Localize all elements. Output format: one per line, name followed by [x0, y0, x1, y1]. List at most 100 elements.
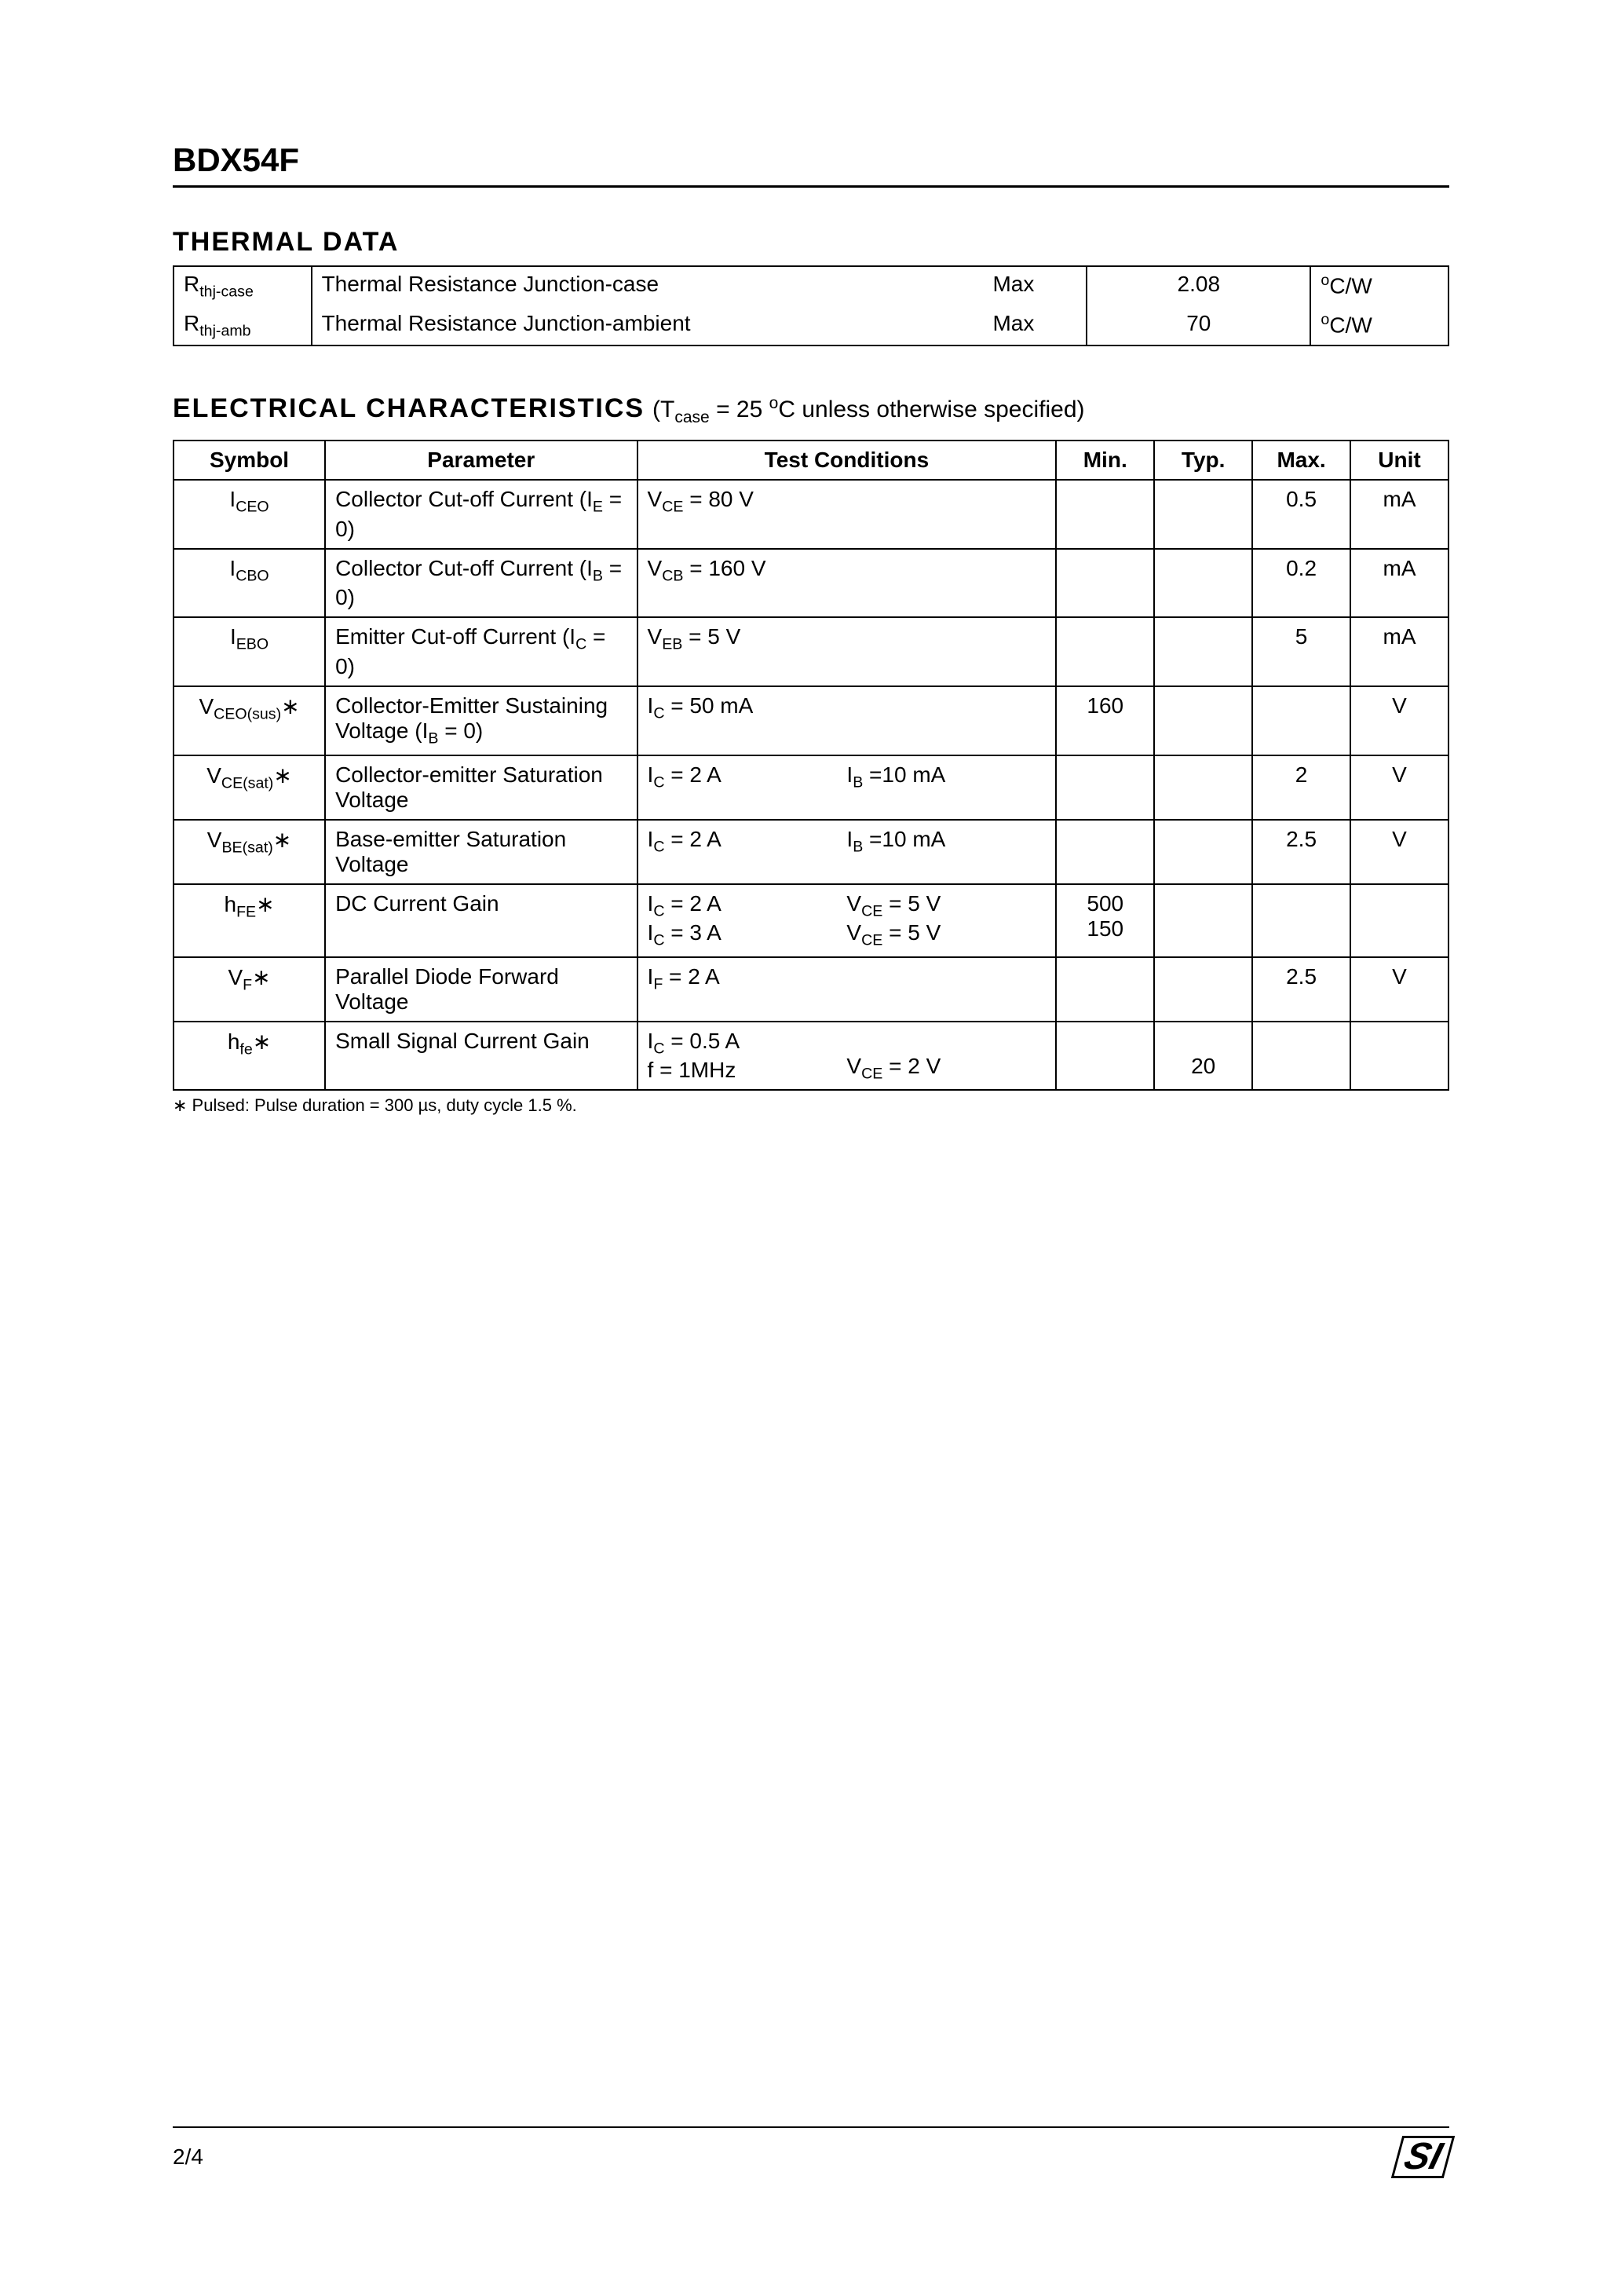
col-typ: Typ.: [1154, 441, 1252, 480]
header-rule: [173, 185, 1449, 188]
col-testcond: Test Conditions: [637, 441, 1057, 480]
table-row: VBE(sat)∗Base-emitter Saturation Voltage…: [174, 820, 1448, 884]
cell-parameter: Small Signal Current Gain: [325, 1022, 637, 1091]
cell-testcond: IC = 2 AIC = 3 AVCE = 5 VVCE = 5 V: [637, 884, 1057, 957]
cell-min: [1056, 755, 1154, 820]
cell-unit: mA: [1350, 549, 1448, 618]
cell-testcond: VCE = 80 V: [637, 480, 1057, 549]
table-row: ICEOCollector Cut-off Current (IE = 0)VC…: [174, 480, 1448, 549]
datasheet-page: BDX54F THERMAL DATA Rthj-case Thermal Re…: [0, 0, 1622, 2296]
thermal-value: 2.08: [1087, 266, 1310, 306]
cell-parameter: Collector Cut-off Current (IE = 0): [325, 480, 637, 549]
cell-parameter: Emitter Cut-off Current (IC = 0): [325, 617, 637, 686]
cell-max: 0.5: [1252, 480, 1350, 549]
cell-typ: [1154, 755, 1252, 820]
electrical-footnote: ∗ Pulsed: Pulse duration = 300 µs, duty …: [173, 1095, 1449, 1116]
table-row: hFE∗DC Current GainIC = 2 AIC = 3 AVCE =…: [174, 884, 1448, 957]
page-footer: 2/4 SI: [173, 2120, 1449, 2178]
cell-symbol: ICEO: [174, 480, 325, 549]
col-min: Min.: [1056, 441, 1154, 480]
cell-max: 2.5: [1252, 820, 1350, 884]
table-row: VF∗Parallel Diode Forward VoltageIF = 2 …: [174, 957, 1448, 1022]
cell-unit: V: [1350, 820, 1448, 884]
cell-symbol: hFE∗: [174, 884, 325, 957]
cell-testcond: VCB = 160 V: [637, 549, 1057, 618]
thermal-symbol: Rthj-case: [174, 266, 312, 306]
cell-max: [1252, 1022, 1350, 1091]
cell-unit: [1350, 1022, 1448, 1091]
cell-max: [1252, 686, 1350, 755]
col-unit: Unit: [1350, 441, 1448, 480]
thermal-symbol: Rthj-amb: [174, 306, 312, 346]
cell-symbol: VCEO(sus)∗: [174, 686, 325, 755]
footer-rule: [173, 2126, 1449, 2128]
thermal-desc: Thermal Resistance Junction-case: [312, 266, 984, 306]
electrical-title: ELECTRICAL CHARACTERISTICS: [173, 393, 645, 424]
thermal-minmax: Max: [983, 266, 1087, 306]
cell-max: 5: [1252, 617, 1350, 686]
cell-min: [1056, 617, 1154, 686]
table-row: IEBOEmitter Cut-off Current (IC = 0)VEB …: [174, 617, 1448, 686]
cell-parameter: Base-emitter Saturation Voltage: [325, 820, 637, 884]
cell-typ: [1154, 549, 1252, 618]
cell-parameter: Collector-emitter Saturation Voltage: [325, 755, 637, 820]
cell-unit: V: [1350, 755, 1448, 820]
cell-typ: [1154, 686, 1252, 755]
table-row: VCE(sat)∗Collector-emitter Saturation Vo…: [174, 755, 1448, 820]
cell-min: [1056, 1022, 1154, 1091]
electrical-table: Symbol Parameter Test Conditions Min. Ty…: [173, 440, 1449, 1091]
table-row: Rthj-amb Thermal Resistance Junction-amb…: [174, 306, 1448, 346]
cell-min: 500150: [1056, 884, 1154, 957]
cell-typ: [1154, 820, 1252, 884]
cell-symbol: VCE(sat)∗: [174, 755, 325, 820]
cell-unit: V: [1350, 686, 1448, 755]
cell-testcond: IC = 0.5 Af = 1MHzVCE = 2 V: [637, 1022, 1057, 1091]
cell-typ: [1154, 884, 1252, 957]
thermal-table: Rthj-case Thermal Resistance Junction-ca…: [173, 265, 1449, 346]
footer-row: 2/4 SI: [173, 2136, 1449, 2178]
cell-typ: [1154, 957, 1252, 1022]
cell-parameter: Collector-Emitter Sustaining Voltage (IB…: [325, 686, 637, 755]
cell-symbol: VBE(sat)∗: [174, 820, 325, 884]
cell-parameter: Collector Cut-off Current (IB = 0): [325, 549, 637, 618]
cell-typ: [1154, 617, 1252, 686]
cell-testcond: IF = 2 A: [637, 957, 1057, 1022]
cell-max: 2.5: [1252, 957, 1350, 1022]
page-number: 2/4: [173, 2144, 203, 2170]
cell-testcond: IC = 2 AIB =10 mA: [637, 755, 1057, 820]
cell-min: [1056, 820, 1154, 884]
cell-testcond: IC = 50 mA: [637, 686, 1057, 755]
cell-typ: [1154, 480, 1252, 549]
table-row: ICBOCollector Cut-off Current (IB = 0)VC…: [174, 549, 1448, 618]
cell-unit: mA: [1350, 617, 1448, 686]
cell-testcond: IC = 2 AIB =10 mA: [637, 820, 1057, 884]
electrical-subtitle: (Tcase = 25 oC unless otherwise specifie…: [652, 394, 1084, 427]
table-header-row: Symbol Parameter Test Conditions Min. Ty…: [174, 441, 1448, 480]
cell-symbol: hfe∗: [174, 1022, 325, 1091]
cell-parameter: Parallel Diode Forward Voltage: [325, 957, 637, 1022]
thermal-minmax: Max: [983, 306, 1087, 346]
thermal-value: 70: [1087, 306, 1310, 346]
table-row: Rthj-case Thermal Resistance Junction-ca…: [174, 266, 1448, 306]
cell-unit: mA: [1350, 480, 1448, 549]
cell-parameter: DC Current Gain: [325, 884, 637, 957]
cell-min: [1056, 957, 1154, 1022]
col-max: Max.: [1252, 441, 1350, 480]
col-symbol: Symbol: [174, 441, 325, 480]
cell-min: [1056, 480, 1154, 549]
electrical-heading: ELECTRICAL CHARACTERISTICS (Tcase = 25 o…: [173, 393, 1449, 432]
cell-min: [1056, 549, 1154, 618]
thermal-desc: Thermal Resistance Junction-ambient: [312, 306, 984, 346]
cell-max: 2: [1252, 755, 1350, 820]
cell-max: 0.2: [1252, 549, 1350, 618]
cell-min: 160: [1056, 686, 1154, 755]
col-parameter: Parameter: [325, 441, 637, 480]
cell-testcond: VEB = 5 V: [637, 617, 1057, 686]
cell-unit: [1350, 884, 1448, 957]
cell-symbol: ICBO: [174, 549, 325, 618]
thermal-unit: oC/W: [1310, 306, 1448, 346]
cell-max: [1252, 884, 1350, 957]
part-number: BDX54F: [173, 141, 1449, 179]
thermal-unit: oC/W: [1310, 266, 1448, 306]
cell-unit: V: [1350, 957, 1448, 1022]
